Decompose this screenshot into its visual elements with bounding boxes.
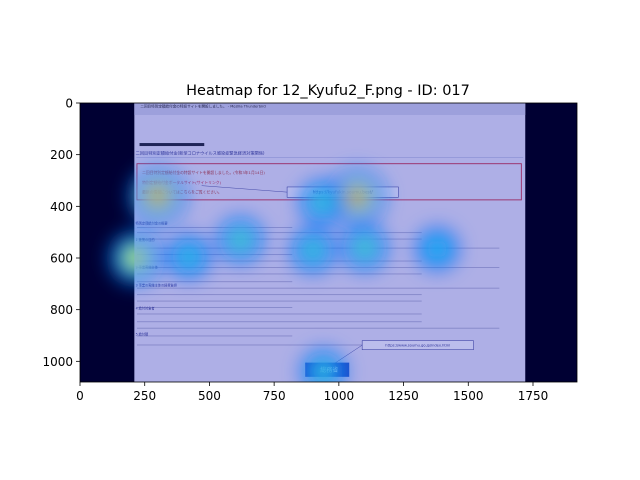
body-text-line bbox=[136, 344, 422, 346]
heat-spot bbox=[432, 244, 442, 254]
document-heading: 二回目特別定額給付金(新型コロナウイルス感染症緊急経済対策関係) bbox=[136, 150, 265, 157]
body-text-line bbox=[136, 300, 422, 302]
y-tick-label: 0 bbox=[65, 97, 73, 111]
section-heading: 5 給付額 bbox=[136, 332, 149, 337]
body-text-line bbox=[136, 327, 500, 329]
colormap-tint bbox=[134, 103, 526, 382]
body-text-line bbox=[136, 254, 293, 256]
body-text-line bbox=[136, 273, 422, 275]
callout-url: https://www.soumu.go.jp/index.html bbox=[385, 343, 450, 347]
plot-frame bbox=[79, 102, 578, 383]
heat-spot bbox=[350, 191, 363, 204]
section-heading: 4 給付対象者 bbox=[136, 306, 156, 311]
heat-spot bbox=[151, 190, 164, 202]
body-text-line bbox=[136, 307, 293, 308]
x-tick-label: 1750 bbox=[518, 389, 549, 403]
plot-area: 二回目特別定額給付金の特設サイトを開設しました。 - Mozilla Thund… bbox=[80, 103, 577, 382]
heat-spot bbox=[317, 197, 327, 208]
x-axis: 0 250 500 750 1000 1250 1500 1750 bbox=[76, 382, 548, 403]
x-tick-label: 0 bbox=[76, 389, 84, 403]
x-tick-label: 1500 bbox=[453, 389, 484, 403]
callout-leader bbox=[201, 185, 288, 193]
x-tick-label: 1000 bbox=[324, 389, 355, 403]
y-tick-label: 200 bbox=[50, 148, 73, 162]
x-tick-label: 750 bbox=[263, 389, 286, 403]
heat-spot bbox=[308, 245, 318, 256]
y-tick-label: 400 bbox=[50, 200, 73, 214]
y-tick-label: 600 bbox=[50, 252, 73, 266]
body-text-line bbox=[136, 287, 500, 289]
body-text-line bbox=[136, 281, 293, 283]
chart-title: Heatmap for 12_Kyufu2_F.png - ID: 017 bbox=[186, 83, 470, 99]
body-text-line bbox=[136, 294, 422, 296]
body-text-line bbox=[136, 321, 422, 323]
body-text-line bbox=[136, 238, 422, 240]
body-text-line bbox=[136, 260, 422, 262]
window-title: 二回目特別定額給付金の特設サイトを開設しました。 - Mozilla Thund… bbox=[140, 104, 265, 109]
x-tick-label: 250 bbox=[133, 389, 156, 403]
body-text-line bbox=[136, 335, 293, 337]
body-text-line bbox=[136, 227, 293, 228]
y-tick-label: 1000 bbox=[42, 355, 73, 369]
notice-line: 二回目特別定額給付金の特設サイトを開設しました。(令和3年1月14日) bbox=[142, 170, 265, 175]
heat-spot bbox=[235, 234, 246, 245]
section-heading: 3 事業の実施主体の経費負担 bbox=[136, 282, 178, 287]
heat-spot bbox=[359, 242, 370, 253]
heat-spot bbox=[318, 366, 329, 377]
heat-spot bbox=[130, 252, 142, 264]
mail-toolbar bbox=[134, 103, 526, 115]
body-text-line bbox=[136, 232, 422, 234]
y-tick-label: 800 bbox=[50, 303, 73, 317]
heat-spot bbox=[183, 251, 194, 262]
x-tick-label: 1250 bbox=[388, 389, 419, 403]
redacted-address bbox=[139, 143, 205, 147]
y-axis: 0 200 400 600 800 1000 bbox=[42, 97, 80, 369]
x-tick-label: 500 bbox=[198, 389, 221, 403]
body-text-line bbox=[136, 313, 422, 315]
heat-layer bbox=[107, 166, 461, 382]
